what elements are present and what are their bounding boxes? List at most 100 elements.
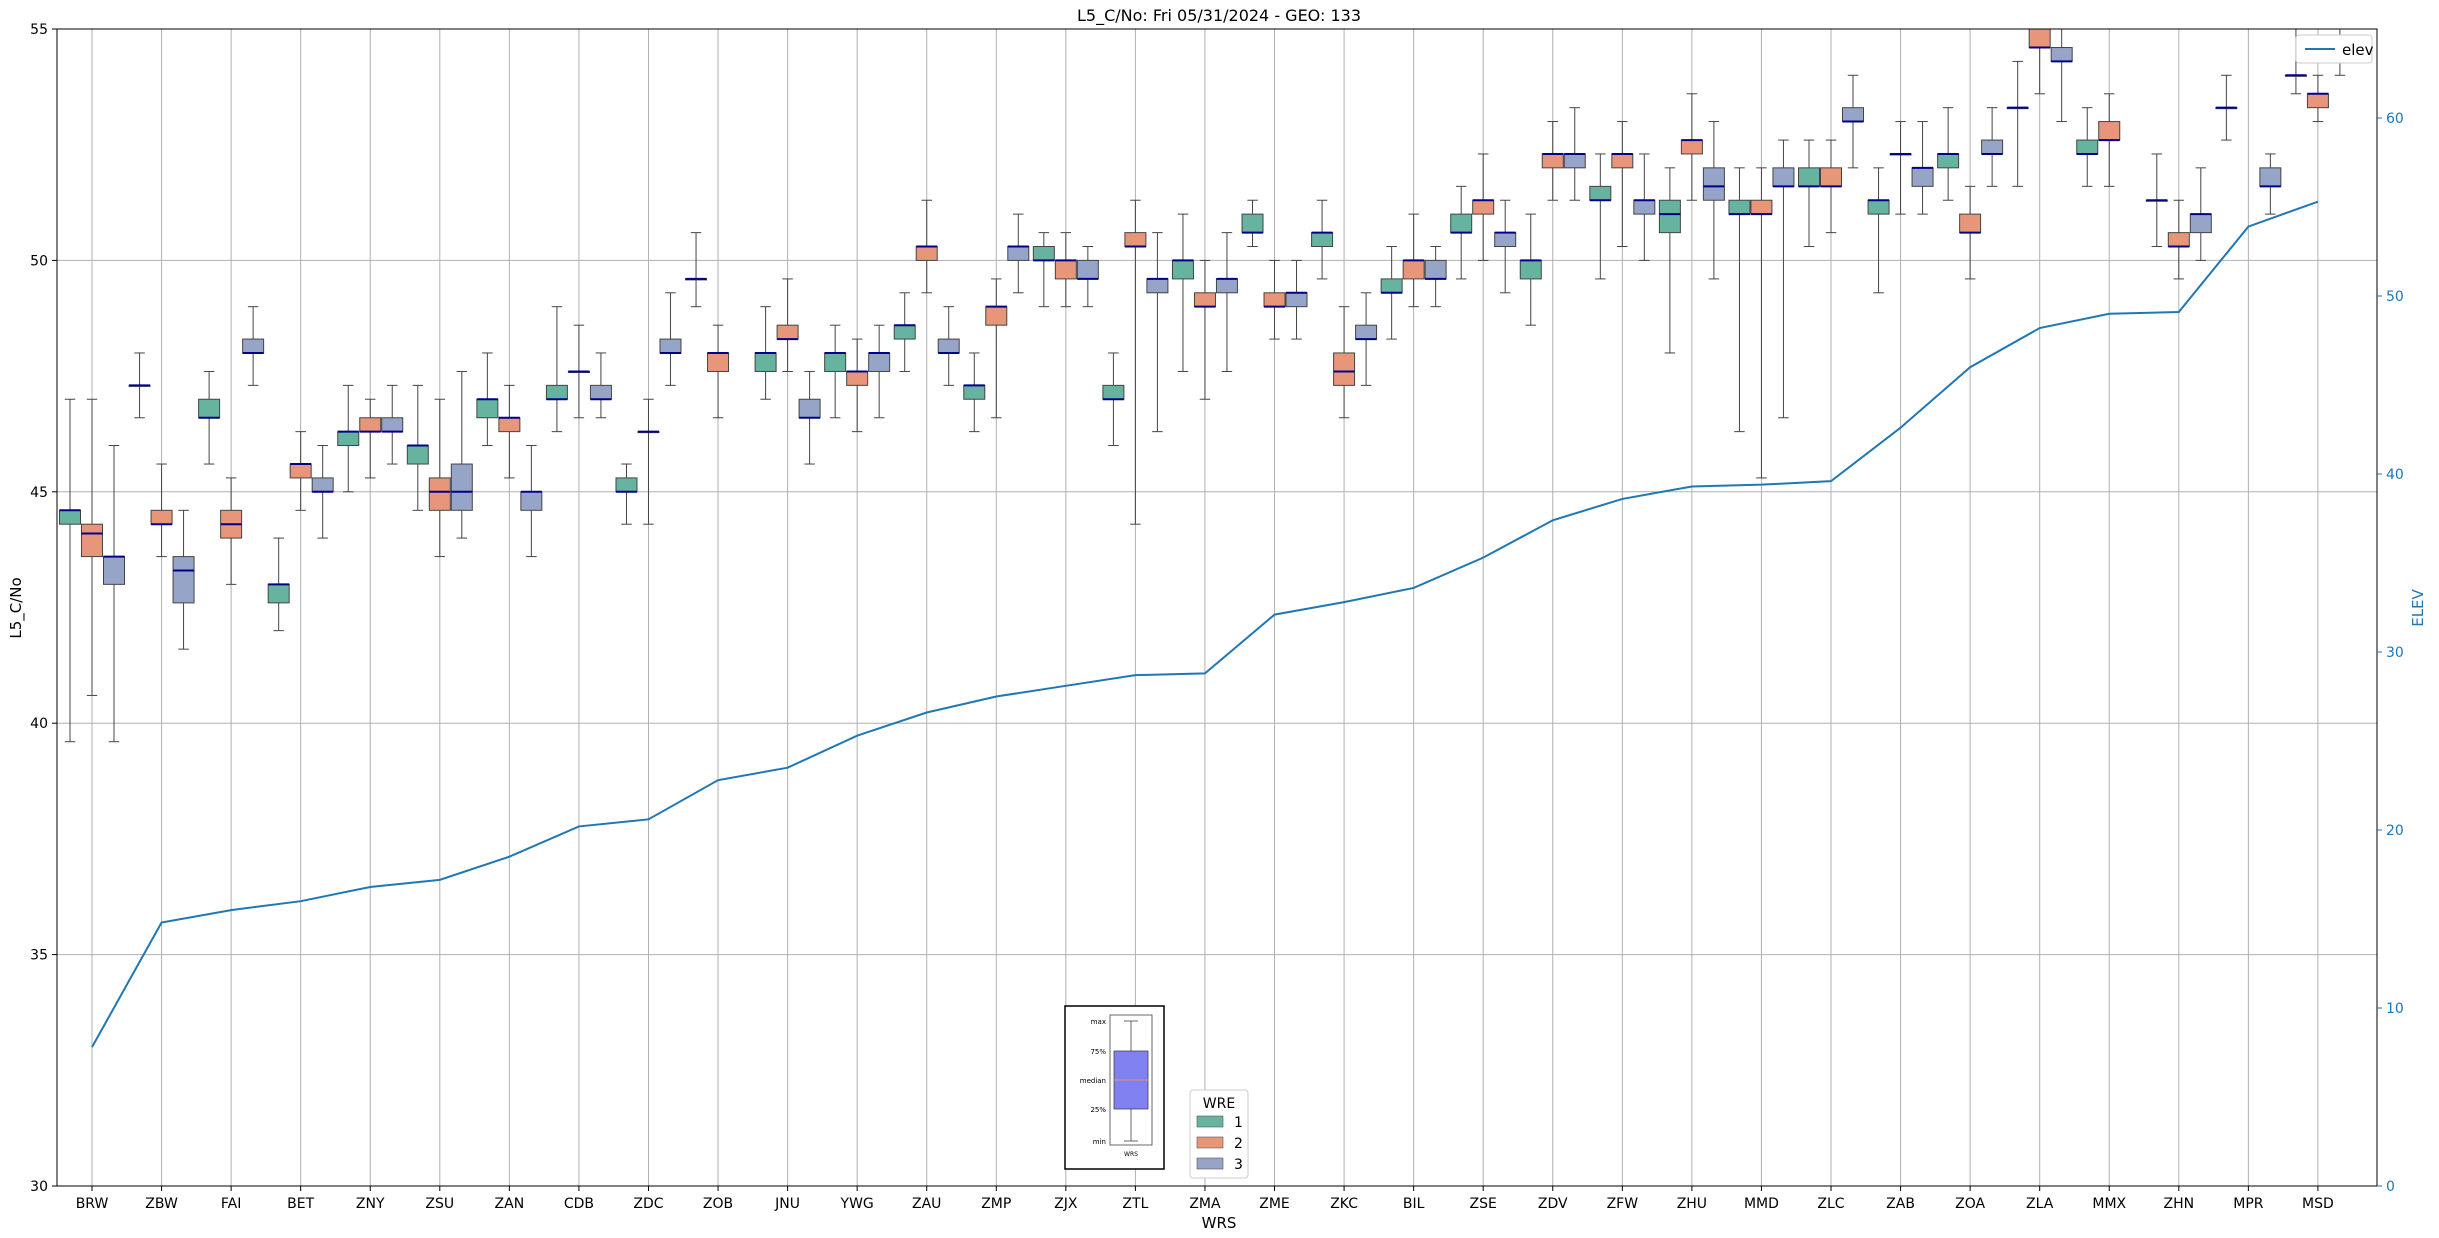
box-iqr (1658, 199, 1681, 234)
box-iqr (1842, 107, 1864, 123)
elev-series (91, 200, 2319, 1048)
box-iqr (406, 445, 429, 465)
box-iqr (1424, 259, 1447, 280)
x-tick-label: ZTL (1122, 1196, 1148, 1212)
x-tick-label: ZLC (1817, 1196, 1844, 1212)
box-iqr (707, 352, 730, 372)
box-plots (59, 28, 2351, 743)
box-iqr (1285, 292, 1308, 308)
key-label-q1: 25% (1090, 1106, 1106, 1114)
box-iqr (498, 417, 521, 433)
box-iqr (1563, 153, 1586, 169)
key-label-min: min (1093, 1138, 1106, 1146)
x-tick-label: ZAB (1886, 1196, 1915, 1212)
wre-legend-swatch-2 (1196, 1136, 1224, 1149)
y-tick-label: 30 (30, 1179, 48, 1195)
elev-legend: elev (2295, 34, 2374, 64)
box-iqr (754, 352, 777, 372)
box-iqr (1263, 292, 1286, 308)
wre-legend-label-3: 3 (1234, 1157, 1243, 1173)
box-key-inset: max 75% median 25% min WRS (1064, 1005, 1165, 1170)
x-tick-label: ZME (1259, 1196, 1290, 1212)
chart-title: L5_C/No: Fri 05/31/2024 - GEO: 133 (1077, 6, 1361, 26)
box-iqr (428, 477, 451, 511)
y-tick-label: 35 (30, 948, 48, 964)
axes: 30 35 40 45 50 55 0 10 20 30 40 50 60 BRW ZBW FAI BET ZNY… (30, 22, 2404, 1212)
box-iqr (1146, 278, 1169, 294)
box-iqr (915, 246, 938, 261)
x-tick-label: ZAN (495, 1196, 525, 1212)
x-tick-label: BET (287, 1196, 314, 1212)
box-iqr (1311, 232, 1334, 248)
wre-legend-title: WRE (1203, 1096, 1235, 1112)
y2-tick-label: 50 (2386, 289, 2404, 305)
key-label-q3: 75% (1090, 1048, 1106, 1056)
x-tick-label: ZFW (1607, 1196, 1639, 1212)
box-iqr (1402, 259, 1425, 280)
box-iqr (289, 463, 312, 479)
box-iqr (1215, 278, 1238, 294)
box-iqr (2050, 47, 2073, 62)
x-tick-label: ZBW (145, 1196, 178, 1212)
box-iqr (359, 417, 382, 433)
x-tick-label: MSD (2302, 1196, 2334, 1212)
box-iqr (1541, 153, 1564, 169)
box-iqr (798, 398, 821, 419)
y-tick-label: 40 (30, 716, 48, 732)
box-iqr (1911, 167, 1934, 187)
x-tick-label: JNU (774, 1196, 800, 1212)
x-tick-label: ZLA (2026, 1196, 2054, 1212)
box-iqr (2098, 121, 2121, 141)
box-iqr (985, 306, 1008, 326)
elev-line (91, 200, 2319, 1048)
box-iqr (1193, 292, 1216, 308)
x-tick-label: BRW (76, 1196, 109, 1212)
box-iqr (1102, 384, 1125, 400)
y2-axis-label: ELEV (2409, 588, 2427, 626)
x-tick-label: MMD (1744, 1196, 1779, 1212)
x-tick-label: BIL (1403, 1196, 1425, 1212)
wre-legend-frame (1189, 1089, 1249, 1179)
x-tick-label: CDB (564, 1196, 594, 1212)
x-tick-label: YWG (840, 1196, 874, 1212)
x-tick-label: ZMA (1189, 1196, 1221, 1212)
box-iqr (1355, 324, 1378, 340)
box-iqr (1937, 153, 1960, 169)
box-iqr (893, 324, 916, 340)
box-iqr (2076, 139, 2099, 155)
box-iqr (172, 556, 195, 604)
box-iqr (1680, 139, 1703, 155)
box-iqr (1007, 246, 1030, 261)
box-iqr (1450, 213, 1473, 234)
key-xlabel: WRS (1124, 1151, 1138, 1158)
y2-tick-label: 40 (2386, 467, 2404, 483)
box-iqr (1702, 167, 1725, 201)
x-tick-label: ZHU (1677, 1196, 1707, 1212)
box-iqr (1867, 199, 1890, 215)
box-iqr (1076, 259, 1099, 280)
box-iqr (937, 338, 960, 354)
box-iqr (1798, 167, 1820, 187)
y-tick-label: 50 (30, 253, 48, 269)
box-iqr (846, 370, 869, 386)
box-iqr (476, 398, 499, 419)
box-iqr (545, 384, 568, 400)
box-iqr (824, 352, 847, 372)
box-iqr (450, 463, 473, 511)
x-tick-label: ZSE (1470, 1196, 1497, 1212)
x-tick-label: ZOA (1955, 1196, 1985, 1212)
box-iqr (59, 509, 81, 525)
box-iqr (198, 398, 221, 419)
box-iqr (1611, 153, 1634, 169)
box-iqr (1959, 213, 1982, 234)
y2-tick-label: 60 (2386, 111, 2404, 127)
box-iqr (615, 477, 638, 493)
box-iqr (1728, 199, 1751, 215)
y2-tick-label: 0 (2386, 1179, 2395, 1195)
box-iqr (1633, 199, 1656, 215)
y-tick-label: 55 (30, 22, 48, 38)
box-iqr (1241, 213, 1264, 234)
box-iqr (81, 523, 103, 558)
box-iqr (2028, 28, 2051, 49)
